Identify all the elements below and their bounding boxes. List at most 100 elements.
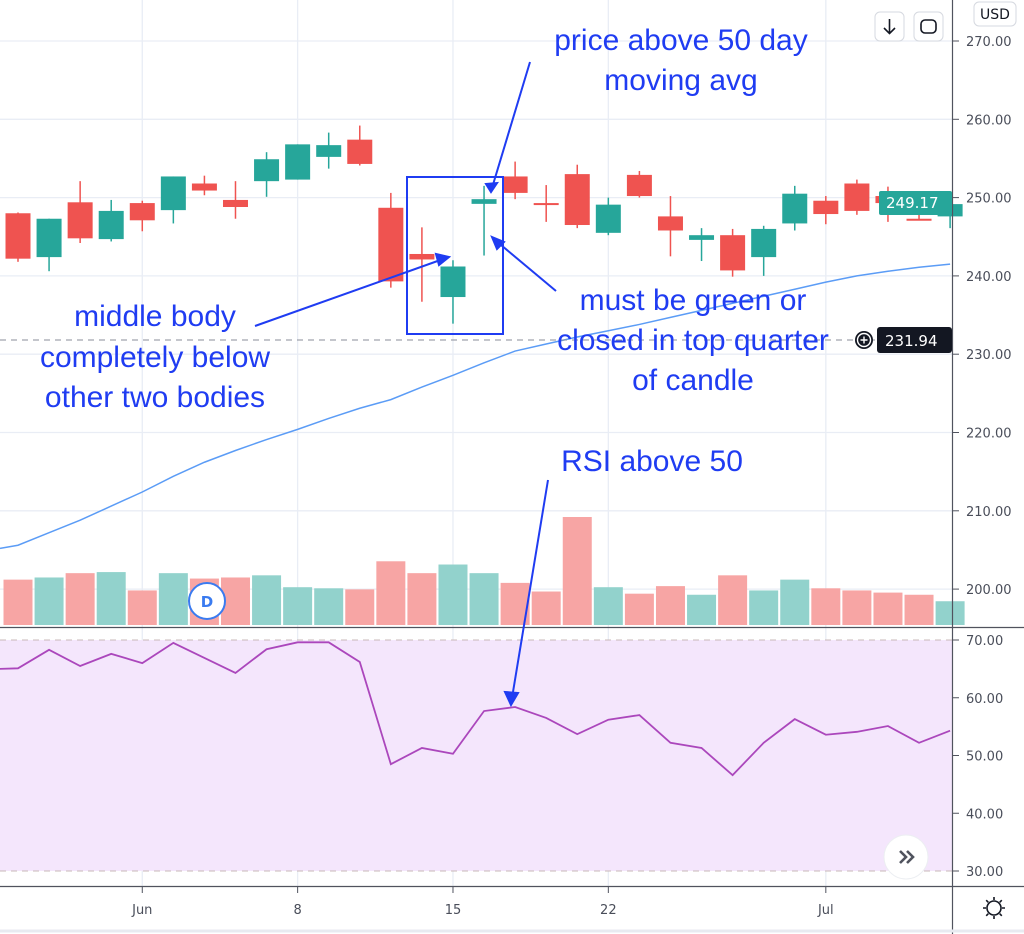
volume-bar (314, 588, 344, 625)
candle (751, 225, 777, 276)
annotation-line: other two bodies (45, 381, 265, 414)
volume-bar (96, 572, 126, 625)
volume-bar (687, 594, 717, 625)
volume-bar (407, 573, 437, 625)
candle-body (782, 193, 808, 224)
add-plus-icon[interactable] (855, 331, 873, 349)
candle-body (98, 210, 124, 240)
arrow-head (503, 690, 520, 708)
volume-bar (593, 587, 623, 625)
candle-body (813, 200, 839, 215)
download-button[interactable] (874, 11, 905, 42)
candle (502, 161, 528, 200)
annotation-line: of candle (632, 364, 754, 397)
volume-bar (345, 589, 375, 625)
annotation-green-close: must be green or closed in top quarter o… (557, 284, 829, 397)
fullscreen-icon (920, 19, 937, 34)
volume-bar (158, 573, 188, 625)
settings-gear-icon[interactable] (983, 897, 1005, 919)
time-axis[interactable]: Jun 8 15 22 Jul (131, 887, 834, 918)
candle-body (720, 235, 746, 271)
price-tick-label: 200.00 (966, 583, 1012, 598)
rsi-tick-label: 60.00 (966, 692, 1003, 707)
time-tick-label: 8 (293, 903, 301, 918)
candle-body (222, 199, 248, 207)
annotation-price-ma: price above 50 day moving avg (554, 24, 808, 97)
volume-bar (842, 590, 872, 625)
arrow-green-close (494, 239, 557, 292)
rsi-line (0, 641, 951, 777)
dividend-marker-text: D (201, 593, 213, 611)
arrow-head (490, 235, 506, 251)
volume-bar (34, 577, 64, 625)
candle-body (595, 204, 621, 233)
candle (813, 196, 839, 225)
candle (440, 260, 466, 324)
candle (160, 176, 186, 224)
candle-body (347, 139, 373, 164)
candle (471, 185, 497, 256)
candle-body (191, 183, 217, 191)
time-tick-label: 15 (445, 903, 462, 918)
fullscreen-button[interactable] (913, 11, 944, 42)
arrow-down-icon (883, 19, 896, 35)
annotation-line: closed in top quarter (557, 324, 829, 357)
arrow-head (484, 181, 499, 194)
candle (316, 132, 342, 169)
time-tick-label: Jul (817, 903, 834, 918)
candle (5, 212, 31, 262)
candle (564, 164, 590, 229)
arrow-middle-body (254, 257, 447, 327)
candle (129, 200, 155, 232)
price-axis[interactable]: 270.00 260.00 250.00 240.00 230.00 220.00 210.… (953, 35, 1012, 598)
candle-body (657, 216, 683, 231)
crosshair-price-label: 231.94 (855, 327, 952, 353)
candle-body (409, 253, 435, 260)
volume-bar (469, 573, 499, 625)
candle-body (751, 228, 777, 258)
double-chevron-right-icon (899, 850, 915, 864)
arrow-rsi (511, 479, 549, 699)
candle (720, 228, 746, 277)
annotation-middle-body: middle body completely below other two b… (40, 300, 270, 414)
moving-average-line (0, 263, 951, 550)
pattern-highlight-box (406, 176, 504, 335)
candle-body (285, 144, 311, 180)
candle (409, 227, 435, 302)
candle (36, 218, 62, 272)
last-price-label: 249.17 (879, 191, 952, 215)
candle-body (471, 199, 497, 204)
candle-body (316, 145, 342, 157)
dividend-marker[interactable]: D (188, 582, 226, 620)
volume-bar (438, 564, 468, 625)
candle (67, 181, 93, 244)
candle-body (160, 176, 186, 211)
price-tick-label: 240.00 (966, 270, 1012, 285)
candle-body (5, 213, 31, 259)
price-tick-label: 260.00 (966, 113, 1012, 128)
volume-bar (3, 579, 33, 625)
candle (626, 170, 652, 198)
candle-body (440, 266, 466, 298)
candle (222, 181, 248, 219)
price-tick-label: 250.00 (966, 192, 1012, 207)
volume-bar (780, 579, 810, 625)
arrow-head (434, 252, 452, 267)
rsi-tick-label: 30.00 (966, 865, 1003, 880)
rsi-axis[interactable]: 70.00 60.00 50.00 40.00 30.00 (953, 634, 1003, 880)
scroll-to-latest-button[interactable] (883, 834, 929, 880)
volume-bar (718, 575, 748, 625)
volume-bar (562, 517, 592, 625)
candle (533, 185, 559, 222)
volume-bar (624, 593, 654, 625)
candle-body (689, 235, 715, 240)
last-price-text: 249.17 (886, 194, 939, 212)
candle (689, 228, 715, 262)
candle (285, 144, 311, 180)
time-tick-label: Jun (131, 903, 152, 918)
currency-button[interactable]: USD (973, 1, 1017, 27)
annotation-rsi: RSI above 50 (561, 445, 743, 478)
candle-body (67, 202, 93, 239)
volume-bar (749, 590, 779, 625)
